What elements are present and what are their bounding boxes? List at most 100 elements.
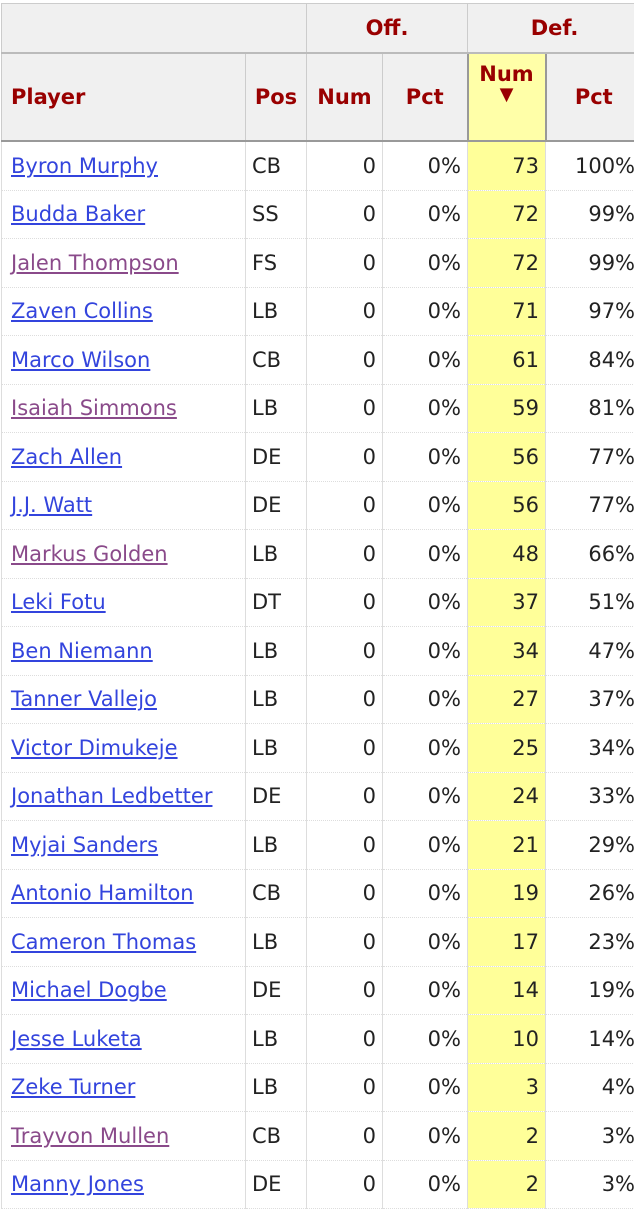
def-pct-cell: 47% [546,627,634,676]
off-pct-cell: 0% [383,627,468,676]
off-num-cell: 0 [307,1112,383,1161]
pos-cell: DE [246,481,307,530]
def-num-cell: 25 [468,724,546,773]
player-link[interactable]: Isaiah Simmons [11,396,177,420]
off-pct-cell: 0% [383,141,468,190]
player-link[interactable]: Zach Allen [11,445,122,469]
def-num-cell: 3 [468,1063,546,1112]
header-group-row: Off. Def. [2,4,634,54]
col-header-pos[interactable]: Pos [246,53,307,141]
player-cell: Jalen Thompson [2,239,246,288]
pos-cell: CB [246,336,307,385]
col-header-def-pct[interactable]: Pct [546,53,634,141]
player-cell: Manny Jones [2,1160,246,1209]
off-pct-cell: 0% [383,481,468,530]
player-link[interactable]: Tanner Vallejo [11,687,157,711]
pos-cell: LB [246,675,307,724]
player-link[interactable]: Trayvon Mullen [11,1124,169,1148]
player-link[interactable]: Michael Dogbe [11,978,167,1002]
def-pct-cell: 34% [546,724,634,773]
off-num-cell: 0 [307,287,383,336]
def-num-cell: 2 [468,1160,546,1209]
player-link[interactable]: Leki Fotu [11,590,106,614]
off-num-cell: 0 [307,1160,383,1209]
def-pct-cell: 97% [546,287,634,336]
def-pct-cell: 37% [546,675,634,724]
col-header-player[interactable]: Player [2,53,246,141]
player-cell: Zach Allen [2,433,246,482]
pos-cell: DE [246,966,307,1015]
pos-cell: LB [246,1063,307,1112]
off-pct-cell: 0% [383,530,468,579]
player-link[interactable]: J.J. Watt [11,493,92,517]
off-num-cell: 0 [307,772,383,821]
def-pct-cell: 99% [546,190,634,239]
player-link[interactable]: Manny Jones [11,1172,144,1196]
player-link[interactable]: Jesse Luketa [11,1027,142,1051]
def-pct-cell: 100% [546,141,634,190]
def-num-cell: 73 [468,141,546,190]
off-num-cell: 0 [307,384,383,433]
player-link[interactable]: Byron Murphy [11,154,158,178]
off-num-cell: 0 [307,239,383,288]
off-pct-cell: 0% [383,772,468,821]
def-pct-cell: 77% [546,433,634,482]
off-num-cell: 0 [307,481,383,530]
def-num-cell: 48 [468,530,546,579]
off-pct-cell: 0% [383,578,468,627]
def-num-cell: 19 [468,869,546,918]
off-num-cell: 0 [307,433,383,482]
player-cell: Isaiah Simmons [2,384,246,433]
def-num-cell: 37 [468,578,546,627]
off-pct-cell: 0% [383,1063,468,1112]
off-num-cell: 0 [307,821,383,870]
player-link[interactable]: Zaven Collins [11,299,153,323]
player-cell: J.J. Watt [2,481,246,530]
player-link[interactable]: Ben Niemann [11,639,153,663]
player-cell: Leki Fotu [2,578,246,627]
col-header-def-num[interactable]: Num ▼ [468,53,546,141]
player-cell: Tanner Vallejo [2,675,246,724]
player-link[interactable]: Antonio Hamilton [11,881,194,905]
player-cell: Antonio Hamilton [2,869,246,918]
def-num-cell: 21 [468,821,546,870]
player-cell: Byron Murphy [2,141,246,190]
pos-cell: CB [246,869,307,918]
pos-cell: LB [246,821,307,870]
player-link[interactable]: Cameron Thomas [11,930,196,954]
off-pct-cell: 0% [383,966,468,1015]
pos-cell: SS [246,190,307,239]
col-header-off-pct[interactable]: Pct [383,53,468,141]
off-pct-cell: 0% [383,821,468,870]
player-link[interactable]: Myjai Sanders [11,833,158,857]
off-pct-cell: 0% [383,433,468,482]
col-header-off-num[interactable]: Num [307,53,383,141]
player-link[interactable]: Jonathan Ledbetter [11,784,212,808]
pos-cell: DE [246,772,307,821]
player-link[interactable]: Jalen Thompson [11,251,179,275]
def-pct-cell: 84% [546,336,634,385]
player-link[interactable]: Markus Golden [11,542,168,566]
player-link[interactable]: Victor Dimukeje [11,736,178,760]
def-num-cell: 27 [468,675,546,724]
def-num-cell: 56 [468,481,546,530]
off-pct-cell: 0% [383,918,468,967]
player-link[interactable]: Zeke Turner [11,1075,135,1099]
snap-counts-table: Off. Def. Player Pos Num Pct Num ▼ Pct B… [1,3,634,1209]
off-num-cell: 0 [307,1015,383,1064]
pos-cell: LB [246,627,307,676]
player-link[interactable]: Marco Wilson [11,348,150,372]
player-link[interactable]: Budda Baker [11,202,145,226]
